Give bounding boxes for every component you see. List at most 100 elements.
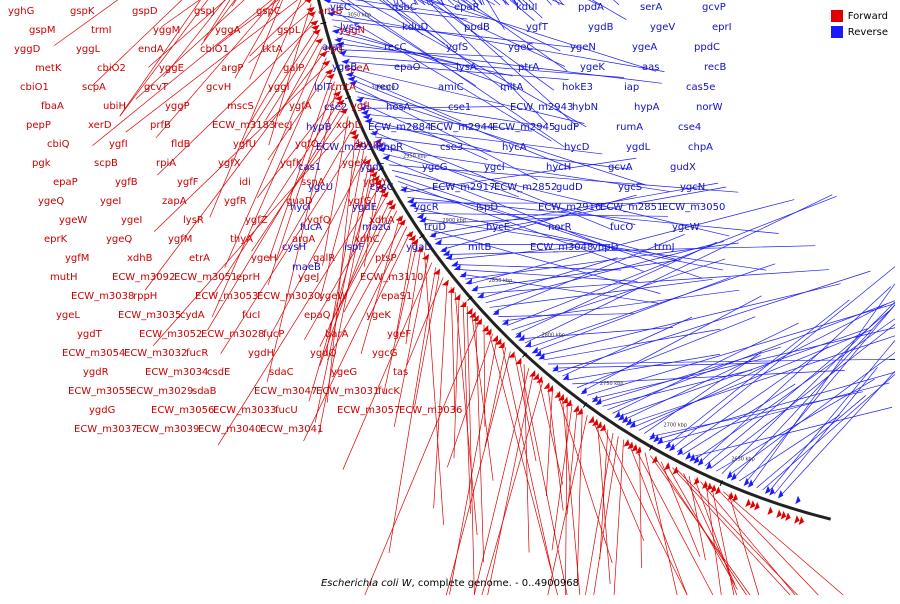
gene-label-forward: yghG (8, 6, 34, 17)
gene-label-forward: fucP (263, 329, 284, 340)
forward-arrow (799, 516, 804, 525)
gene-label-reverse: ECW_m2916 (538, 202, 601, 213)
gene-label-forward: ygeI (100, 196, 121, 207)
gene-label-reverse: fucA (300, 222, 322, 233)
gene-label-reverse: chpA (688, 142, 713, 153)
gene-label-forward: cydA (180, 310, 205, 321)
gene-label-forward: ygeH (251, 253, 277, 264)
forward-line (565, 400, 567, 595)
gene-label-reverse: ygdE (352, 202, 377, 213)
reverse-line (498, 314, 634, 317)
forward-arrow (306, 7, 315, 12)
forward-line (447, 334, 492, 467)
gene-label-reverse: ispF (344, 242, 364, 253)
gene-label-reverse: hypB (306, 122, 332, 133)
gene-label-forward: ECW_m3033 (213, 405, 276, 416)
legend-reverse-label: Reverse (848, 27, 888, 38)
forward-arrow (492, 335, 498, 341)
reverse-line (757, 395, 866, 487)
gene-label-forward: ECW_m3041 (260, 424, 323, 435)
forward-line (640, 449, 642, 568)
forward-arrow (406, 231, 413, 237)
gene-label-forward: ECW_m3036 (399, 405, 462, 416)
gene-label-forward: prfB (150, 120, 171, 131)
gene-label-reverse: ECW_m2934 (316, 142, 379, 153)
gene-label-reverse: ygcG (422, 162, 448, 173)
gene-label-forward: cmtA (330, 82, 356, 93)
gene-label-forward: epaQ (304, 310, 331, 321)
gene-label-forward: ygeF (387, 329, 411, 340)
gene-label-forward: ECW_m3047 (254, 386, 317, 397)
gene-label-reverse: ECW_m3050 (662, 202, 725, 213)
gene-label-reverse: visC (330, 2, 351, 13)
reverse-line (671, 267, 895, 449)
reverse-arrow (649, 432, 655, 440)
gene-label-reverse: kduD (402, 22, 428, 33)
gene-label-forward: ECW_m3053 (195, 291, 258, 302)
forward-line (524, 364, 529, 552)
reverse-arrow (451, 261, 458, 267)
gene-label-forward: ygeW (319, 291, 347, 302)
gene-label-forward: cbiO1 (200, 44, 229, 55)
gene-label-reverse: cse4 (678, 122, 701, 133)
reverse-line (705, 311, 889, 466)
forward-arrow (623, 439, 629, 447)
reverse-line (417, 213, 668, 216)
gene-label-forward: ygeL (56, 310, 80, 321)
gene-label-forward: gcvH (206, 82, 231, 93)
gene-label-forward: ECW_m3051 (174, 272, 237, 283)
gene-label-reverse: hybN (572, 102, 598, 113)
reverse-line (453, 264, 621, 270)
gene-label-reverse: ygdF (360, 162, 385, 173)
organism-name: Escherichia coli W (321, 578, 412, 589)
gene-label-reverse: ECW_m2917 (432, 182, 495, 193)
forward-arrow (554, 391, 560, 398)
gene-label-reverse: lysS (340, 22, 360, 33)
gene-label-reverse: ygcS (618, 182, 642, 193)
reverse-line (582, 296, 762, 392)
gene-label-forward: tas (393, 367, 408, 378)
reverse-arrow (795, 496, 800, 505)
forward-line (451, 287, 455, 412)
legend-reverse: Reverse (831, 24, 888, 40)
reverse-line (711, 324, 895, 468)
forward-line (485, 347, 506, 447)
reverse-arrow (531, 347, 537, 354)
gene-label-forward: ECW_m3040 (198, 424, 261, 435)
gene-label-forward: gspC (256, 6, 281, 17)
gene-label-reverse: gcvP (702, 2, 726, 13)
gene-label-forward: ECW_m3092 (112, 272, 175, 283)
gene-label-forward: gspD (132, 6, 158, 17)
gene-label-forward: yggA (215, 25, 241, 36)
gene-label-reverse: ECW_m2852 (494, 182, 557, 193)
gene-label-forward: yggE (159, 63, 184, 74)
gene-label-forward: mscS (227, 101, 254, 112)
gene-label-reverse: cysC (370, 182, 394, 193)
gene-label-reverse: cysH (282, 242, 306, 253)
gene-label-forward: xdhB (127, 253, 153, 264)
reverse-line (722, 302, 895, 474)
gene-label-forward: ygfB (115, 177, 138, 188)
gene-label-forward: idi (239, 177, 251, 188)
gene-label-forward: yggP (165, 101, 190, 112)
gene-label-forward: mutH (50, 272, 78, 283)
tick-label: 2750 kbp (600, 381, 624, 387)
gene-label-forward: ygdT (77, 329, 103, 340)
reverse-line (548, 359, 895, 364)
reverse-line (362, 107, 504, 109)
gene-label-forward: ygeK (366, 310, 391, 321)
gene-label-forward: yggM (153, 25, 180, 36)
tick-label: 3050 kbp (347, 13, 371, 19)
gene-label-reverse: chpR (378, 142, 403, 153)
gene-label-forward: scpB (94, 158, 118, 169)
gene-label-reverse: aas (642, 62, 659, 73)
gene-label-forward: ECW_m3056 (151, 405, 214, 416)
gene-label-forward: ygeQ (106, 234, 132, 245)
gene-label-forward: ygfM (168, 234, 192, 245)
gene-label-forward: ygeJ (298, 272, 319, 283)
gene-label-forward: zapA (162, 196, 187, 207)
reverse-arrow (459, 271, 466, 277)
caption-suffix: , complete genome. - 0..4900968 (412, 578, 580, 589)
gene-label-reverse: fucO (610, 222, 633, 233)
